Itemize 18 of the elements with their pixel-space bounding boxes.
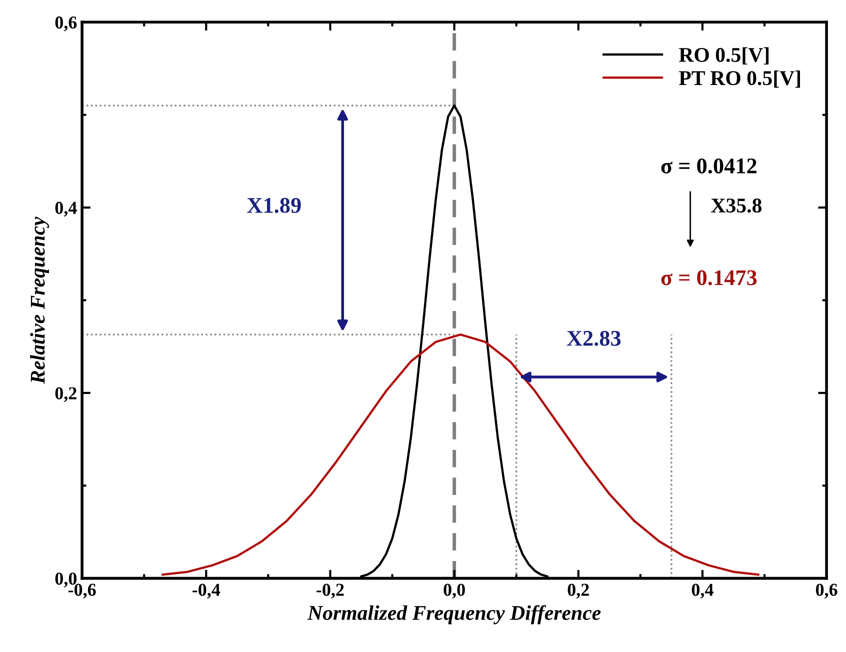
annotation: σ = 0.0412 xyxy=(661,158,756,174)
annotation: σ = 0.1473 xyxy=(661,270,757,286)
x-axis-title: Normalized Frequency Difference xyxy=(307,605,601,624)
x-tick-label: -0,4 xyxy=(192,584,220,599)
y-tick-label: 0,4 xyxy=(55,202,77,217)
x-tick-label: 0,2 xyxy=(568,584,589,599)
legend-label: RO 0.5[V] xyxy=(679,47,769,65)
x-tick-label: 0,4 xyxy=(692,584,714,599)
x-tick-label: 0,6 xyxy=(816,584,838,599)
y-tick-label: 0,2 xyxy=(55,387,76,402)
x-tick-label: -0,2 xyxy=(316,584,344,599)
legend-label: PT RO 0.5[V] xyxy=(679,70,800,88)
x-tick-label: 0,0 xyxy=(444,584,465,599)
annotation: X2.83 xyxy=(566,330,621,346)
annotation: X1.89 xyxy=(247,198,301,214)
y-axis-title: Relative Frequency xyxy=(30,216,50,384)
annotation: X35.8 xyxy=(711,198,762,213)
y-tick-label: 0,6 xyxy=(55,16,77,32)
